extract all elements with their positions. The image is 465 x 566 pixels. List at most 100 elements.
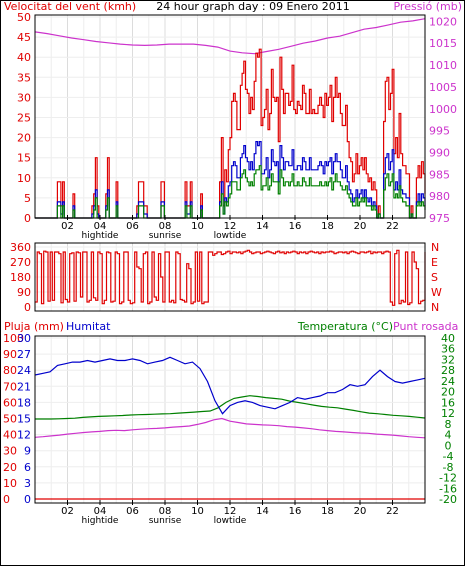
humidity-tick-label: 27 (17, 348, 31, 361)
direction-chart-series (35, 249, 426, 306)
humidity-chart-series (34, 356, 426, 500)
pressure-line (34, 18, 426, 55)
x-tick-label: 18 (321, 506, 334, 517)
x-tick-label: 22 (386, 506, 399, 517)
dewpoint-line (34, 417, 426, 439)
temperature-tick-label: 40 (441, 332, 455, 345)
temperature-tick-label: -4 (443, 450, 454, 463)
wind-speed-tick-label: 5 (24, 192, 31, 205)
temperature-tick-label: 20 (441, 386, 455, 399)
direction-degree-ticks: 0 90 180 270 360 (10, 241, 31, 314)
x-tick-label: 22 (386, 221, 399, 232)
x-tick-label: 20 (354, 221, 367, 232)
rain-tick-label: 30 (3, 445, 17, 458)
temperature-tick-label: 8 (445, 418, 452, 431)
temperature-tick-label: 0 (445, 439, 452, 452)
rain-tick-label: 100 (3, 332, 24, 345)
humidity-line (34, 356, 426, 415)
wind-speed-tick-label: 45 (17, 31, 31, 44)
humidity-tick-label: 9 (24, 445, 31, 458)
wind-speed-tick-label: 35 (17, 71, 31, 84)
x-tick-label: 04 (94, 221, 107, 232)
rain-ticks: 0 10 20 30 40 50 60 70 80 90 100 (3, 332, 24, 506)
humidity-tick-label: 24 (17, 364, 31, 377)
x-tick-label: 04 (94, 506, 107, 517)
x-tick-label: 10 (191, 221, 204, 232)
rain-tick-label: 10 (3, 477, 17, 490)
humidity-tick-label: 12 (17, 429, 31, 442)
pressure-axis-title: Pressió (mb) (393, 0, 462, 13)
temperature-tick-label: 16 (441, 396, 455, 409)
wind-speed-tick-label: 0 (24, 212, 31, 225)
rain-axis-title: Pluja (mm) (4, 320, 64, 333)
temperature-tick-label: -16 (439, 482, 457, 495)
wind-speed-tick-label: 30 (17, 91, 31, 104)
x-tick-label: 12 (224, 221, 237, 232)
x-tick-label: 08 (159, 221, 172, 232)
humidity-tick-label: 21 (17, 380, 31, 393)
direction-degree-label: 270 (10, 256, 31, 269)
x-tick-label: 16 (289, 221, 302, 232)
pressure-tick-label: 995 (429, 125, 450, 138)
x-annotation-sunrise: sunrise (149, 231, 182, 241)
x-tick-label: 16 (289, 506, 302, 517)
x-annotation-hightide: hightide (82, 231, 119, 241)
rain-tick-label: 50 (3, 413, 17, 426)
direction-compass-label: N (431, 301, 439, 314)
pressure-tick-label: 1015 (429, 37, 457, 50)
x-tick-label: 02 (61, 506, 74, 517)
temperature-tick-label: 28 (441, 364, 455, 377)
pressure-ticks: 975 980 985 990 995 1000 1005 1010 1015 1020 (429, 15, 457, 225)
x-tick-label: 20 (354, 506, 367, 517)
humidity-tick-label: 0 (24, 493, 31, 506)
direction-compass-label: E (431, 256, 438, 269)
humidity-tick-label: 3 (24, 477, 31, 490)
rain-tick-label: 20 (3, 461, 17, 474)
temperature-line (35, 395, 426, 420)
pressure-tick-label: 1005 (429, 81, 457, 94)
temperature-tick-label: -20 (439, 493, 457, 506)
x-tick-label: 12 (224, 506, 237, 517)
wind-speed-tick-label: 25 (17, 112, 31, 125)
pressure-tick-label: 980 (429, 190, 450, 203)
x-annotation-sunrise: sunrise (149, 516, 182, 526)
rain-tick-label: 80 (3, 364, 17, 377)
temperature-tick-label: -8 (443, 461, 454, 474)
wind-chart-x-ticks: 02 04 06 08 10 12 14 16 18 20 22 hightide sunrise low… (61, 215, 399, 241)
wind-speed-ticks: 0 5 10 15 20 25 30 35 40 45 50 (17, 11, 31, 225)
x-tick-label: 06 (126, 221, 139, 232)
rain-tick-label: 0 (3, 493, 10, 506)
pressure-tick-label: 1010 (429, 59, 457, 72)
temperature-tick-label: 4 (445, 429, 452, 442)
wind-speed-tick-label: 10 (17, 172, 31, 185)
x-annotation-lowtide: lowtide (214, 516, 247, 526)
temperature-tick-label: 12 (441, 407, 455, 420)
direction-compass-label: N (431, 241, 439, 254)
wind-speed-tick-label: 50 (17, 11, 31, 24)
humidity-axis-title: Humitat (66, 320, 111, 333)
rain-tick-label: 60 (3, 396, 17, 409)
chart-title: 24 hour graph day : 09 Enero 2011 (156, 0, 350, 13)
x-tick-label: 08 (159, 506, 172, 517)
temperature-tick-label: -12 (439, 472, 457, 485)
x-tick-label: 18 (321, 221, 334, 232)
pressure-tick-label: 990 (429, 146, 450, 159)
temperature-tick-label: 24 (441, 375, 455, 388)
wind-speed-tick-label: 40 (17, 51, 31, 64)
temperature-tick-label: 36 (441, 343, 455, 356)
wind-speed-tick-label: 20 (17, 132, 31, 145)
rain-tick-label: 40 (3, 429, 17, 442)
pressure-tick-label: 1000 (429, 103, 457, 116)
wind-speed-axis-title: Velocitat del vent (kmh) (4, 0, 136, 13)
direction-degree-label: 360 (10, 241, 31, 254)
pressure-tick-label: 975 (429, 212, 450, 225)
direction-compass-label: S (431, 271, 438, 284)
rain-tick-label: 70 (3, 380, 17, 393)
x-tick-label: 14 (256, 506, 269, 517)
x-annotation-hightide: hightide (82, 516, 119, 526)
direction-degree-label: 180 (10, 271, 31, 284)
temperature-tick-label: 32 (441, 353, 455, 366)
